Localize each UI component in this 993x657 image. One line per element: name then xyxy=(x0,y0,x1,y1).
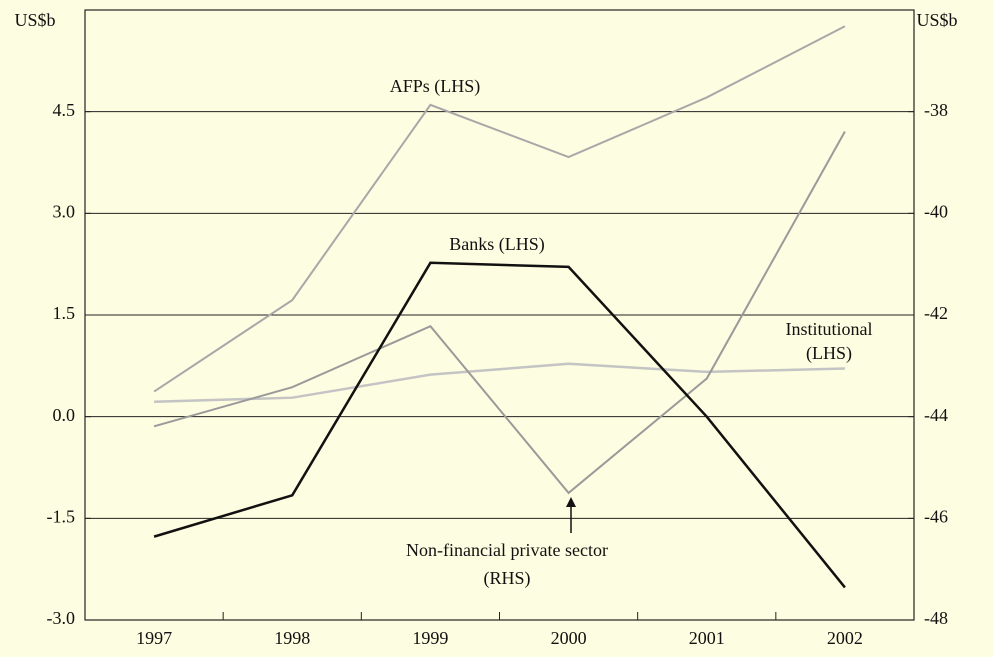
annotation: AFPs (LHS) xyxy=(390,76,481,97)
x-tick-label: 2002 xyxy=(827,628,863,648)
y-axis-label: US$b xyxy=(14,10,55,30)
y-tick-label: 3.0 xyxy=(53,201,76,221)
series-line xyxy=(153,131,846,495)
series-line xyxy=(154,362,845,404)
x-tick-label: 1997 xyxy=(136,628,172,648)
series-line xyxy=(153,25,846,393)
annotation: Institutional xyxy=(786,319,873,339)
annotation: (RHS) xyxy=(483,568,530,589)
y2-tick-label: -40 xyxy=(924,201,948,221)
y2-tick-label: -42 xyxy=(924,303,948,323)
annotation: Non-financial private sector xyxy=(406,540,608,560)
annotation-arrowhead xyxy=(566,497,576,507)
y-tick-label: 0.0 xyxy=(53,405,76,425)
x-tick-label: 1999 xyxy=(412,628,448,648)
y-tick-label: -3.0 xyxy=(47,608,76,628)
series-line xyxy=(153,261,846,589)
annotation: (LHS) xyxy=(806,343,852,364)
y2-tick-label: -44 xyxy=(924,405,948,425)
x-tick-label: 1998 xyxy=(274,628,310,648)
x-tick-label: 2001 xyxy=(689,628,725,648)
y2-tick-label: -46 xyxy=(924,506,948,526)
y-tick-label: -1.5 xyxy=(47,506,76,526)
y2-axis-label: US$b xyxy=(916,10,957,30)
y-tick-label: 1.5 xyxy=(53,303,76,323)
annotation: Banks (LHS) xyxy=(449,234,545,255)
y-tick-label: 4.5 xyxy=(53,100,76,120)
y2-tick-label: -48 xyxy=(924,608,948,628)
x-tick-label: 2000 xyxy=(551,628,587,648)
y2-tick-label: -38 xyxy=(924,100,948,120)
